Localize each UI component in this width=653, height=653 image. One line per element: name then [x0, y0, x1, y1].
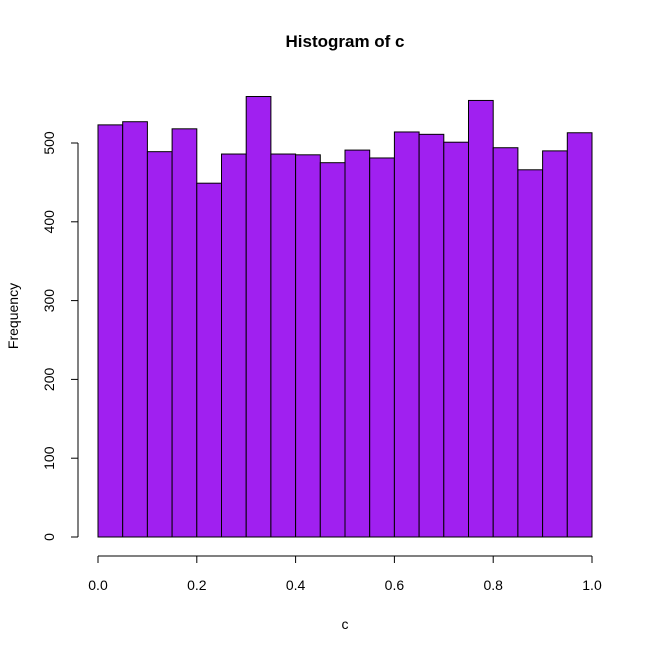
histogram-bar [146, 151, 173, 538]
y-tick-label: 500 [41, 131, 57, 155]
histogram-bar [492, 147, 519, 538]
histogram-bar [393, 131, 420, 538]
histogram-bar [171, 128, 198, 538]
histogram-bars [97, 96, 593, 538]
histogram-bar [418, 133, 445, 538]
x-tick-label: 0.6 [385, 577, 405, 593]
histogram-bar [122, 121, 148, 538]
histogram-bar [542, 150, 568, 538]
histogram-bar [221, 153, 247, 538]
chart-title: Histogram of c [285, 32, 404, 51]
histogram-bar [97, 124, 124, 538]
x-tick-label: 0.0 [88, 577, 108, 593]
x-tick-label: 1.0 [582, 577, 602, 593]
x-tick-label: 0.8 [483, 577, 503, 593]
y-axis: 0 100 200 300 400 500 [41, 131, 79, 541]
y-tick-label: 200 [41, 368, 57, 392]
y-tick-label: 100 [41, 446, 57, 470]
histogram-bar [344, 149, 371, 538]
x-tick-label: 0.4 [286, 577, 306, 593]
x-axis-label: c [342, 616, 349, 632]
histogram-bar [468, 99, 494, 538]
histogram-bar [517, 169, 544, 538]
histogram-bar [270, 153, 297, 538]
y-tick-label: 0 [41, 533, 57, 541]
histogram-bar [245, 96, 272, 538]
x-tick-label: 0.2 [187, 577, 207, 593]
histogram-bar [566, 132, 593, 538]
histogram-bar [295, 154, 321, 538]
y-tick-label: 300 [41, 289, 57, 313]
histogram-bar [369, 157, 395, 538]
y-axis-label: Frequency [5, 283, 21, 349]
histogram-bar [443, 141, 469, 538]
histogram-bar [196, 182, 223, 538]
x-axis: 0.0 0.2 0.4 0.6 0.8 1.0 [88, 555, 602, 593]
histogram-bar [319, 162, 346, 538]
y-tick-label: 400 [41, 210, 57, 234]
